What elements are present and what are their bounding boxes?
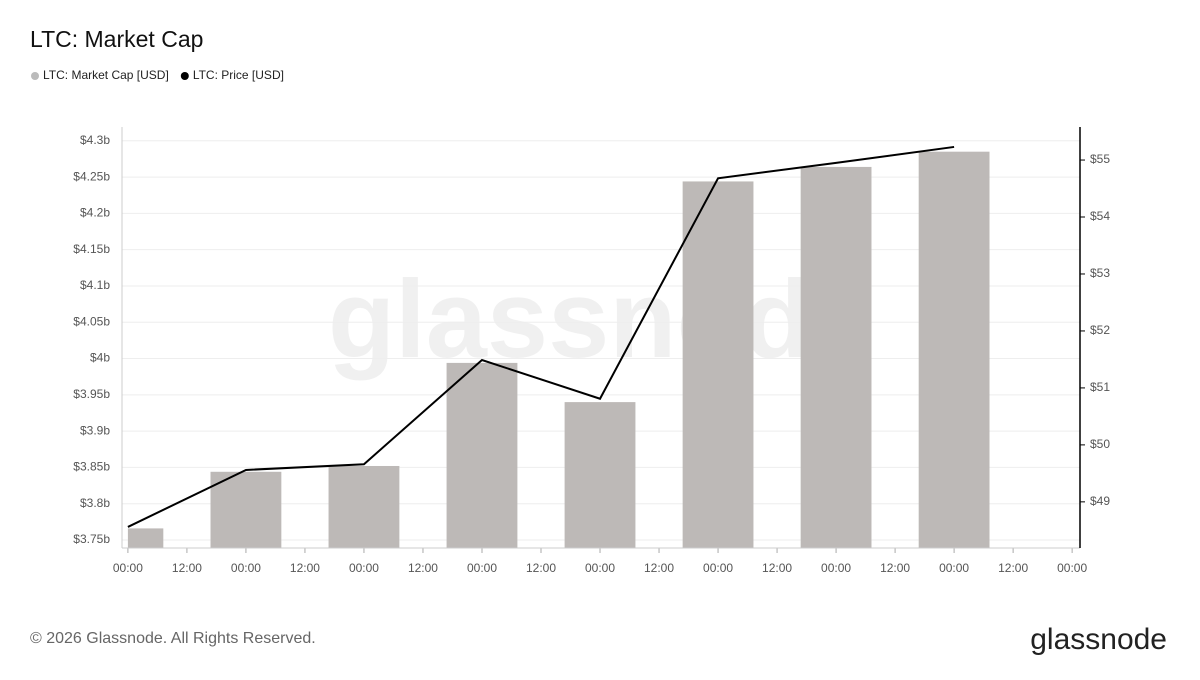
- y2-tick-label: $54: [1090, 209, 1110, 223]
- copyright: © 2026 Glassnode. All Rights Reserved.: [30, 630, 316, 647]
- bar: [127, 528, 164, 548]
- y2-tick-label: $55: [1090, 152, 1110, 166]
- x-tick-label: 00:00: [349, 561, 379, 575]
- x-tick-label: 00:00: [585, 561, 615, 575]
- y-tick-label: $3.95b: [73, 387, 110, 401]
- y-tick-label: $4.1b: [80, 278, 110, 292]
- x-tick-label: 00:00: [939, 561, 969, 575]
- y-tick-label: $4.3b: [80, 133, 110, 147]
- bar: [800, 166, 872, 548]
- bar: [682, 181, 754, 549]
- plot: LTC: Market Cap [USD] LTC: Price [USD] $3.…: [31, 68, 1110, 575]
- y-tick-label: $3.75b: [73, 532, 110, 546]
- x-tick-label: 00:00: [467, 561, 497, 575]
- y-tick-label: $3.8b: [80, 496, 110, 510]
- chart-title: LTC: Market Cap: [30, 26, 203, 52]
- y-tick-label: $3.85b: [73, 460, 110, 474]
- x-tick-label: 00:00: [113, 561, 143, 575]
- x-tick-label: 00:00: [231, 561, 261, 575]
- legend-marker: [180, 72, 189, 80]
- y2-tick-label: $50: [1090, 437, 1110, 451]
- x-tick-label: 12:00: [644, 561, 674, 575]
- x-tick-label: 00:00: [1057, 561, 1087, 575]
- y2-tick-label: $49: [1090, 494, 1110, 508]
- y-tick-label: $4b: [90, 351, 110, 365]
- x-tick-label: 12:00: [526, 561, 556, 575]
- bar: [210, 471, 282, 548]
- watermark: glassnode: [328, 258, 872, 381]
- legend-label: LTC: Market Cap [USD]: [43, 68, 169, 82]
- x-tick-label: 12:00: [290, 561, 320, 575]
- y-tick-label: $4.2b: [80, 206, 110, 220]
- bar: [446, 362, 518, 548]
- bar: [564, 402, 636, 548]
- x-tick-label: 12:00: [762, 561, 792, 575]
- x-tick-label: 12:00: [172, 561, 202, 575]
- bar: [918, 151, 990, 548]
- bar: [328, 465, 400, 548]
- x-tick-label: 12:00: [880, 561, 910, 575]
- x-tick-label: 00:00: [703, 561, 733, 575]
- price-line: [127, 145, 955, 528]
- y2-tick-label: $51: [1090, 380, 1110, 394]
- y-tick-label: $4.15b: [73, 242, 110, 256]
- legend-label: LTC: Price [USD]: [193, 68, 284, 82]
- x-tick-label: 12:00: [998, 561, 1028, 575]
- x-tick-label: 12:00: [408, 561, 438, 575]
- legend-marker: [31, 72, 39, 80]
- y-tick-label: $3.9b: [80, 423, 110, 437]
- y-tick-label: $4.05b: [73, 314, 110, 328]
- y2-tick-label: $53: [1090, 266, 1110, 280]
- y-tick-label: $4.25b: [73, 169, 110, 183]
- y2-tick-label: $52: [1090, 323, 1110, 337]
- logo: glassnode: [1030, 623, 1167, 656]
- x-tick-label: 00:00: [821, 561, 851, 575]
